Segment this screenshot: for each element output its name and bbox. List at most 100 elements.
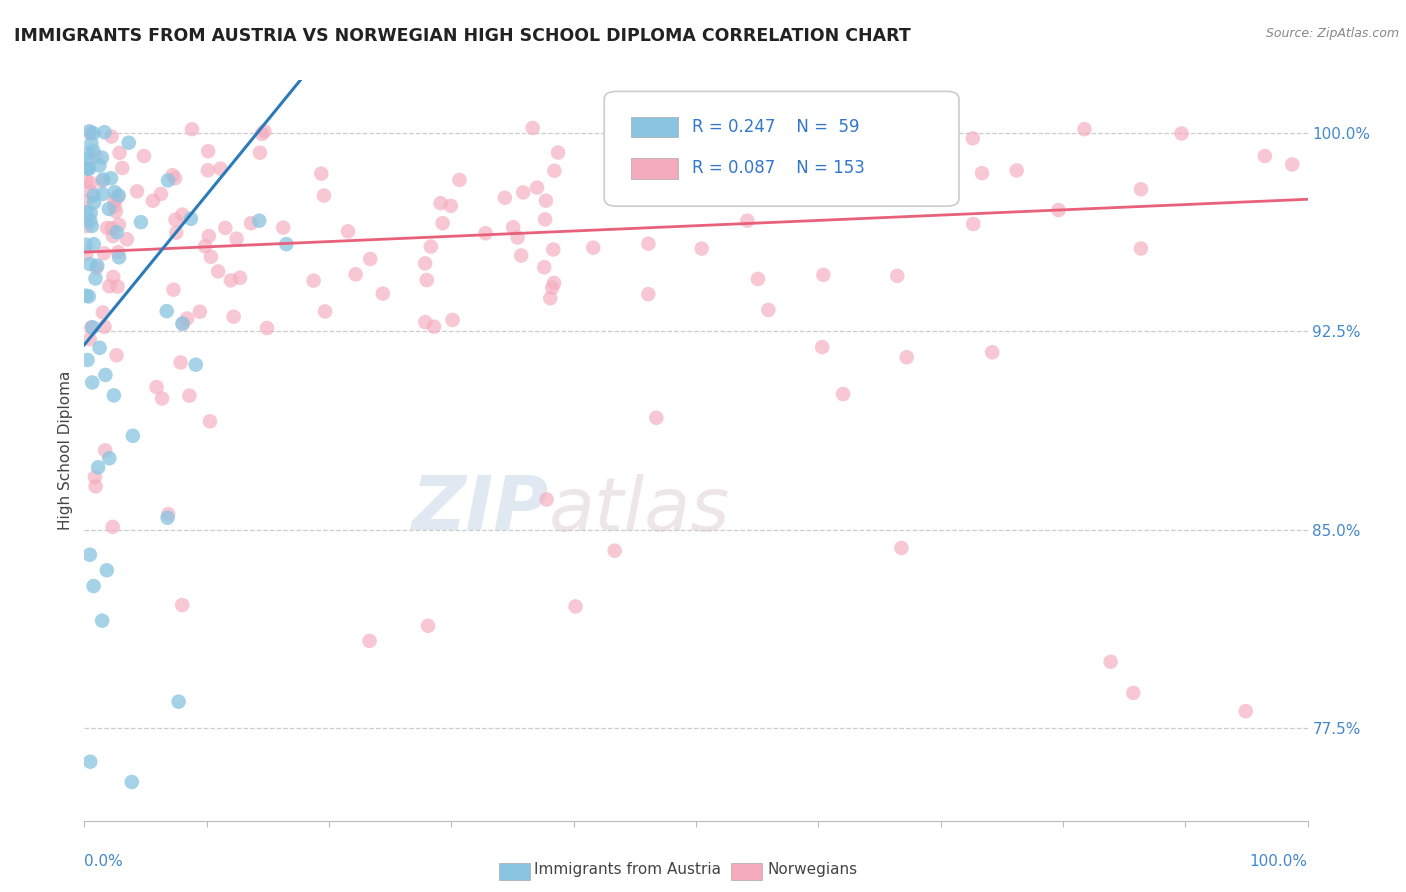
Point xyxy=(83,237,105,252)
Point xyxy=(83,579,105,593)
Point xyxy=(821,161,844,176)
Point xyxy=(165,212,187,227)
Point xyxy=(142,194,165,208)
Point xyxy=(756,302,779,317)
Point xyxy=(222,310,245,324)
Point xyxy=(94,443,117,458)
Point xyxy=(105,348,128,362)
Point xyxy=(91,305,114,319)
Point xyxy=(94,368,117,382)
Point xyxy=(314,304,336,318)
Point xyxy=(502,220,524,235)
Point xyxy=(813,268,835,282)
Point xyxy=(538,291,561,305)
Point xyxy=(737,213,759,227)
Point xyxy=(225,232,247,246)
Point xyxy=(100,171,122,186)
Point xyxy=(413,315,436,329)
Text: Norwegians: Norwegians xyxy=(768,863,858,877)
Point xyxy=(962,217,984,231)
Point xyxy=(82,376,104,390)
Point xyxy=(98,279,121,293)
Point xyxy=(80,185,103,199)
Point xyxy=(80,320,103,334)
Point xyxy=(894,161,917,175)
Point xyxy=(250,127,273,141)
Point xyxy=(1170,127,1192,141)
Point xyxy=(873,134,896,148)
Text: 0.0%: 0.0% xyxy=(84,854,124,869)
Point xyxy=(93,319,115,334)
Point xyxy=(107,245,129,260)
Point xyxy=(79,332,101,346)
Point xyxy=(276,237,298,252)
Point xyxy=(115,232,138,246)
Point xyxy=(82,320,104,334)
Point xyxy=(79,548,101,562)
Point xyxy=(172,317,194,331)
Point xyxy=(79,213,101,227)
Point xyxy=(180,211,202,226)
Point xyxy=(240,216,263,230)
Point xyxy=(690,242,713,256)
Point xyxy=(84,470,107,484)
Point xyxy=(526,180,548,194)
Point xyxy=(165,226,187,240)
Point xyxy=(101,221,124,235)
Point xyxy=(423,319,446,334)
Point xyxy=(176,311,198,326)
Point xyxy=(87,460,110,475)
Point xyxy=(77,152,100,166)
Point xyxy=(91,614,114,628)
Point xyxy=(121,429,143,443)
Point xyxy=(80,219,103,233)
Point xyxy=(198,229,221,244)
Point xyxy=(886,268,908,283)
Point xyxy=(832,387,855,401)
Point xyxy=(75,288,97,302)
Point xyxy=(91,174,114,188)
Point xyxy=(75,161,97,175)
Point xyxy=(172,598,194,612)
Point xyxy=(419,239,441,253)
Point xyxy=(474,227,496,241)
Point xyxy=(100,129,122,144)
Point xyxy=(533,260,555,275)
Text: 100.0%: 100.0% xyxy=(1250,854,1308,869)
Point xyxy=(1005,163,1028,178)
Point xyxy=(494,191,516,205)
Point xyxy=(311,167,333,181)
Point xyxy=(84,479,107,493)
Point xyxy=(103,388,125,402)
Point xyxy=(101,520,124,534)
Text: atlas: atlas xyxy=(550,474,731,546)
Point xyxy=(162,168,184,182)
Bar xyxy=(631,117,678,137)
Point xyxy=(79,176,101,190)
Point xyxy=(1047,203,1070,218)
Point xyxy=(441,313,464,327)
Point xyxy=(97,202,120,216)
Text: IMMIGRANTS FROM AUSTRIA VS NORWEGIAN HIGH SCHOOL DIPLOMA CORRELATION CHART: IMMIGRANTS FROM AUSTRIA VS NORWEGIAN HIG… xyxy=(14,27,911,45)
Point xyxy=(1281,157,1303,171)
Point xyxy=(169,355,191,369)
Point xyxy=(75,237,97,252)
Point xyxy=(637,287,659,301)
Point xyxy=(1129,182,1152,196)
Point xyxy=(256,321,278,335)
Point xyxy=(253,124,276,138)
Text: R = 0.247    N =  59: R = 0.247 N = 59 xyxy=(692,118,860,136)
Point xyxy=(512,186,534,200)
Point xyxy=(83,195,105,210)
Point xyxy=(637,236,659,251)
Point xyxy=(167,695,190,709)
Point xyxy=(197,163,219,178)
Point xyxy=(547,145,569,160)
Point xyxy=(156,510,179,524)
Point xyxy=(79,755,101,769)
Point xyxy=(107,279,129,293)
Point xyxy=(76,219,98,233)
Point xyxy=(157,507,180,521)
Point xyxy=(207,264,229,278)
Point xyxy=(75,247,97,261)
